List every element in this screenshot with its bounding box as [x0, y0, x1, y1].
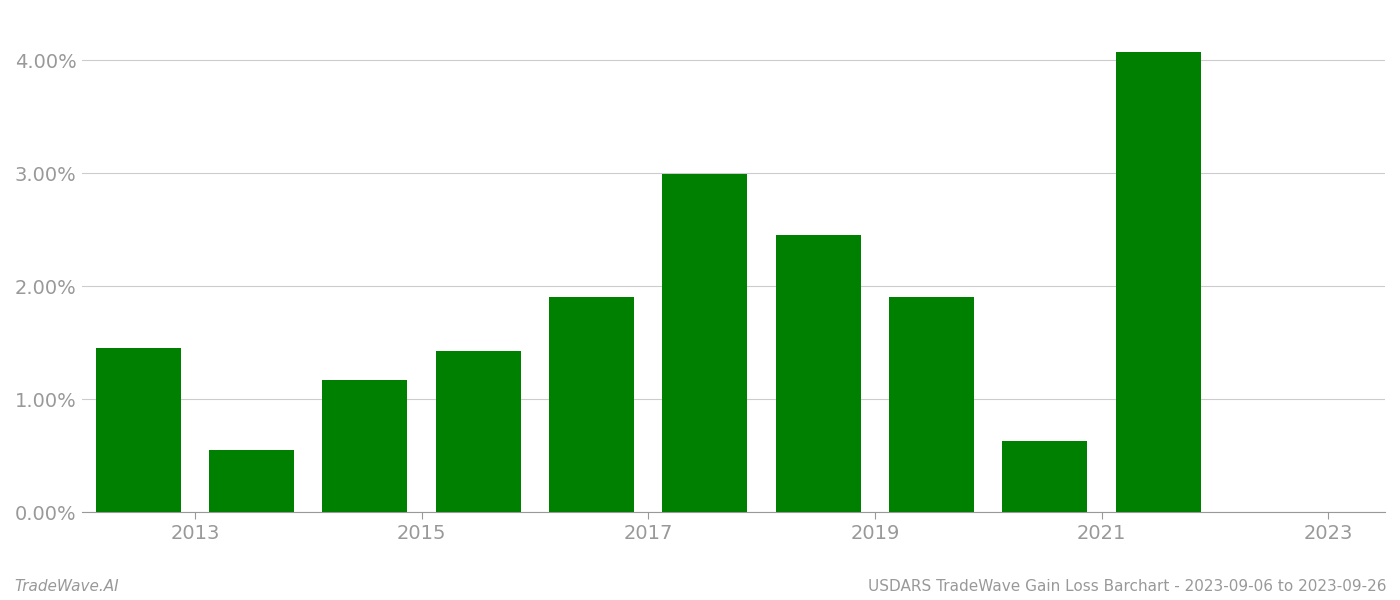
Bar	[889, 298, 974, 512]
Bar	[95, 349, 181, 512]
Bar	[662, 175, 748, 512]
Text: TradeWave.AI: TradeWave.AI	[14, 579, 119, 594]
Bar	[1002, 441, 1088, 512]
Bar	[322, 380, 407, 512]
Text: USDARS TradeWave Gain Loss Barchart - 2023-09-06 to 2023-09-26: USDARS TradeWave Gain Loss Barchart - 20…	[868, 579, 1386, 594]
Bar	[549, 298, 634, 512]
Bar	[776, 235, 861, 512]
Bar	[435, 350, 521, 512]
Bar	[1116, 52, 1201, 512]
Bar	[209, 450, 294, 512]
